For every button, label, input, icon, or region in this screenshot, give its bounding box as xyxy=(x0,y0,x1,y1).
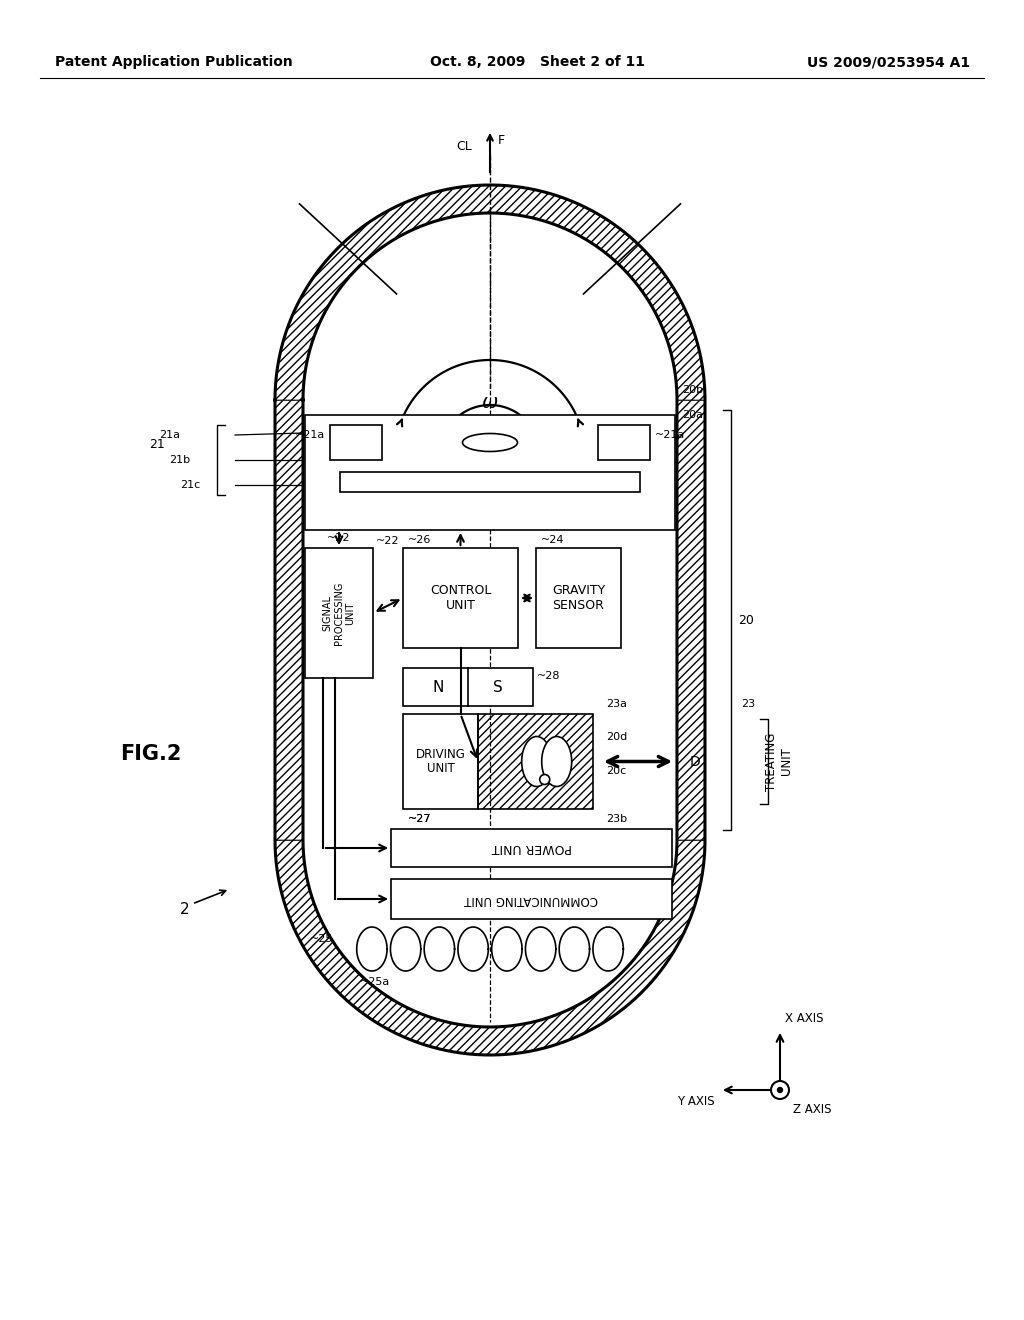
Bar xyxy=(305,414,675,531)
Text: 21c: 21c xyxy=(180,480,200,490)
Text: POWER UNIT: POWER UNIT xyxy=(492,842,571,854)
Text: ~25a: ~25a xyxy=(360,977,390,987)
Bar xyxy=(403,714,478,809)
Text: ~24: ~24 xyxy=(541,535,564,545)
Text: 21b: 21b xyxy=(169,455,190,465)
Text: ~25: ~25 xyxy=(310,935,334,944)
Text: 23b: 23b xyxy=(606,814,627,824)
Bar xyxy=(403,548,518,648)
Text: F: F xyxy=(498,133,505,147)
Ellipse shape xyxy=(542,737,571,787)
Text: 21a: 21a xyxy=(159,430,180,440)
Bar xyxy=(598,425,650,459)
Text: CL: CL xyxy=(457,140,472,153)
Bar xyxy=(478,714,593,809)
Text: ~21a: ~21a xyxy=(655,430,685,440)
Text: 21: 21 xyxy=(150,438,165,451)
Text: ~21a: ~21a xyxy=(295,430,325,440)
Text: 20b: 20b xyxy=(682,385,703,395)
Text: ~22: ~22 xyxy=(376,536,399,546)
Text: TREATING
UNIT: TREATING UNIT xyxy=(765,733,793,791)
Text: Oct. 8, 2009   Sheet 2 of 11: Oct. 8, 2009 Sheet 2 of 11 xyxy=(430,55,645,69)
Text: SIGNAL
PROCESSING
UNIT: SIGNAL PROCESSING UNIT xyxy=(323,581,355,644)
Bar xyxy=(330,425,382,459)
Text: FIG.2: FIG.2 xyxy=(120,744,181,764)
Text: GRAVITY
SENSOR: GRAVITY SENSOR xyxy=(552,583,605,612)
Text: 20d: 20d xyxy=(606,731,628,742)
Text: X AXIS: X AXIS xyxy=(785,1012,823,1026)
Text: 23: 23 xyxy=(741,700,755,709)
Bar xyxy=(340,473,640,492)
Circle shape xyxy=(540,775,550,784)
Ellipse shape xyxy=(521,737,552,787)
Text: 20c: 20c xyxy=(606,767,627,776)
Text: ~22: ~22 xyxy=(328,533,351,543)
Text: DRIVING
UNIT: DRIVING UNIT xyxy=(416,747,466,776)
Text: 23a: 23a xyxy=(606,700,627,709)
Text: ~27: ~27 xyxy=(408,814,431,824)
Text: Patent Application Publication: Patent Application Publication xyxy=(55,55,293,69)
Text: Y AXIS: Y AXIS xyxy=(677,1096,715,1107)
Text: CONTROL
UNIT: CONTROL UNIT xyxy=(430,583,492,612)
Bar xyxy=(391,879,672,919)
Ellipse shape xyxy=(463,433,517,451)
Circle shape xyxy=(777,1088,782,1093)
Bar xyxy=(305,548,373,678)
Text: D: D xyxy=(689,755,700,768)
Bar xyxy=(391,829,672,867)
Bar xyxy=(536,548,621,648)
Text: COMMUNICATING UNIT: COMMUNICATING UNIT xyxy=(465,892,598,906)
Text: ω: ω xyxy=(482,393,499,412)
Text: ~26: ~26 xyxy=(408,535,431,545)
Text: 20a: 20a xyxy=(682,411,703,420)
Circle shape xyxy=(771,1081,790,1100)
Text: Z AXIS: Z AXIS xyxy=(793,1104,831,1115)
Text: S: S xyxy=(493,680,503,694)
Polygon shape xyxy=(275,185,705,1055)
Bar xyxy=(403,668,534,706)
Text: ~27: ~27 xyxy=(408,814,431,824)
Text: 20: 20 xyxy=(738,614,754,627)
Text: ~28: ~28 xyxy=(537,671,560,681)
Text: N: N xyxy=(432,680,443,694)
Text: 2: 2 xyxy=(180,902,189,916)
Polygon shape xyxy=(303,213,677,1027)
Text: US 2009/0253954 A1: US 2009/0253954 A1 xyxy=(807,55,970,69)
